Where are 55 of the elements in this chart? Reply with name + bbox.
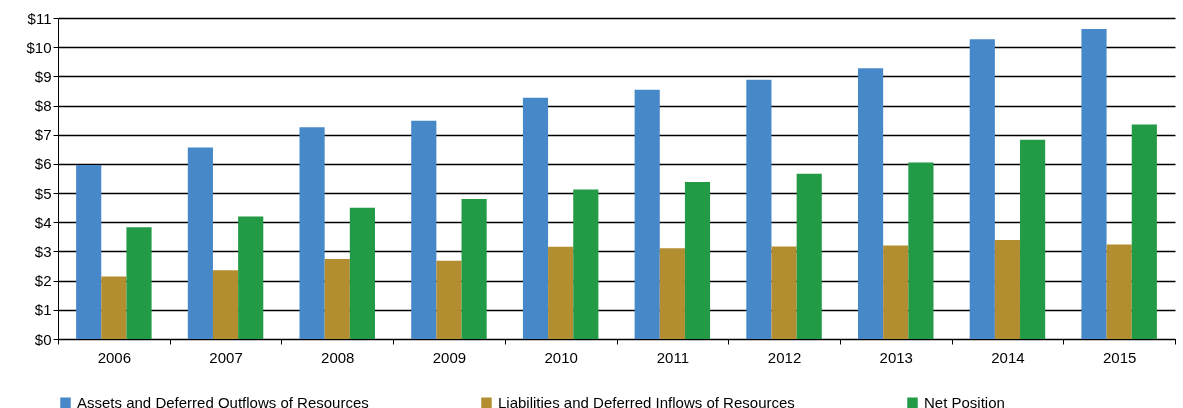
y-tick-label: $4 xyxy=(34,213,52,231)
y-tick-label: $0 xyxy=(34,330,52,348)
y-tick-label: $3 xyxy=(34,242,52,260)
x-tick-label: 2008 xyxy=(321,348,355,366)
bar xyxy=(522,97,549,339)
x-tick-label: 2012 xyxy=(767,348,802,366)
bar xyxy=(1081,29,1107,339)
y-tick-label: $2 xyxy=(34,272,52,290)
bar xyxy=(883,245,909,339)
y-tick-label: $11 xyxy=(27,9,52,27)
bar xyxy=(573,189,599,339)
x-tick-label: 2009 xyxy=(432,348,467,366)
bar xyxy=(1106,244,1132,339)
bar xyxy=(771,246,797,339)
y-tick-label: $10 xyxy=(26,38,52,56)
bar xyxy=(411,120,437,339)
bar xyxy=(858,68,884,339)
bar xyxy=(746,79,772,339)
bar xyxy=(187,147,213,339)
bar xyxy=(349,207,375,339)
x-tick-label: 2015 xyxy=(1102,348,1137,366)
bar xyxy=(684,182,711,339)
bar xyxy=(908,162,934,339)
bar xyxy=(436,260,462,339)
bar xyxy=(238,216,264,339)
legend-label: Liabilities and Deferred Inflows of Resources xyxy=(498,393,795,408)
bar xyxy=(994,240,1021,339)
bar xyxy=(101,276,127,339)
bar xyxy=(461,198,487,339)
bar xyxy=(299,127,325,339)
bar xyxy=(212,270,239,339)
y-tick-label: $1 xyxy=(34,301,52,319)
y-tick-label: $9 xyxy=(34,67,52,85)
bar xyxy=(1020,139,1046,339)
x-tick-label: 2014 xyxy=(991,348,1025,366)
legend-label: Assets and Deferred Outflows of Resources xyxy=(77,393,369,408)
bar xyxy=(548,246,574,339)
x-tick-label: 2006 xyxy=(97,348,132,366)
bar xyxy=(324,259,350,339)
x-tick-label: 2013 xyxy=(879,348,913,366)
legend-label: Net Position xyxy=(924,393,1005,408)
x-tick-label: 2007 xyxy=(209,348,243,366)
x-tick-label: 2011 xyxy=(656,348,689,366)
bar xyxy=(1131,124,1157,339)
y-tick-label: $6 xyxy=(34,155,52,173)
bar xyxy=(969,39,995,339)
bar xyxy=(796,173,822,339)
y-tick-label: $7 xyxy=(34,126,52,144)
y-tick-label: $8 xyxy=(34,97,52,115)
x-tick-label: 2010 xyxy=(544,348,578,366)
bar xyxy=(634,89,660,339)
bar xyxy=(76,165,102,339)
y-tick-label: $5 xyxy=(34,184,52,202)
bar xyxy=(126,227,152,339)
bar xyxy=(659,248,685,339)
